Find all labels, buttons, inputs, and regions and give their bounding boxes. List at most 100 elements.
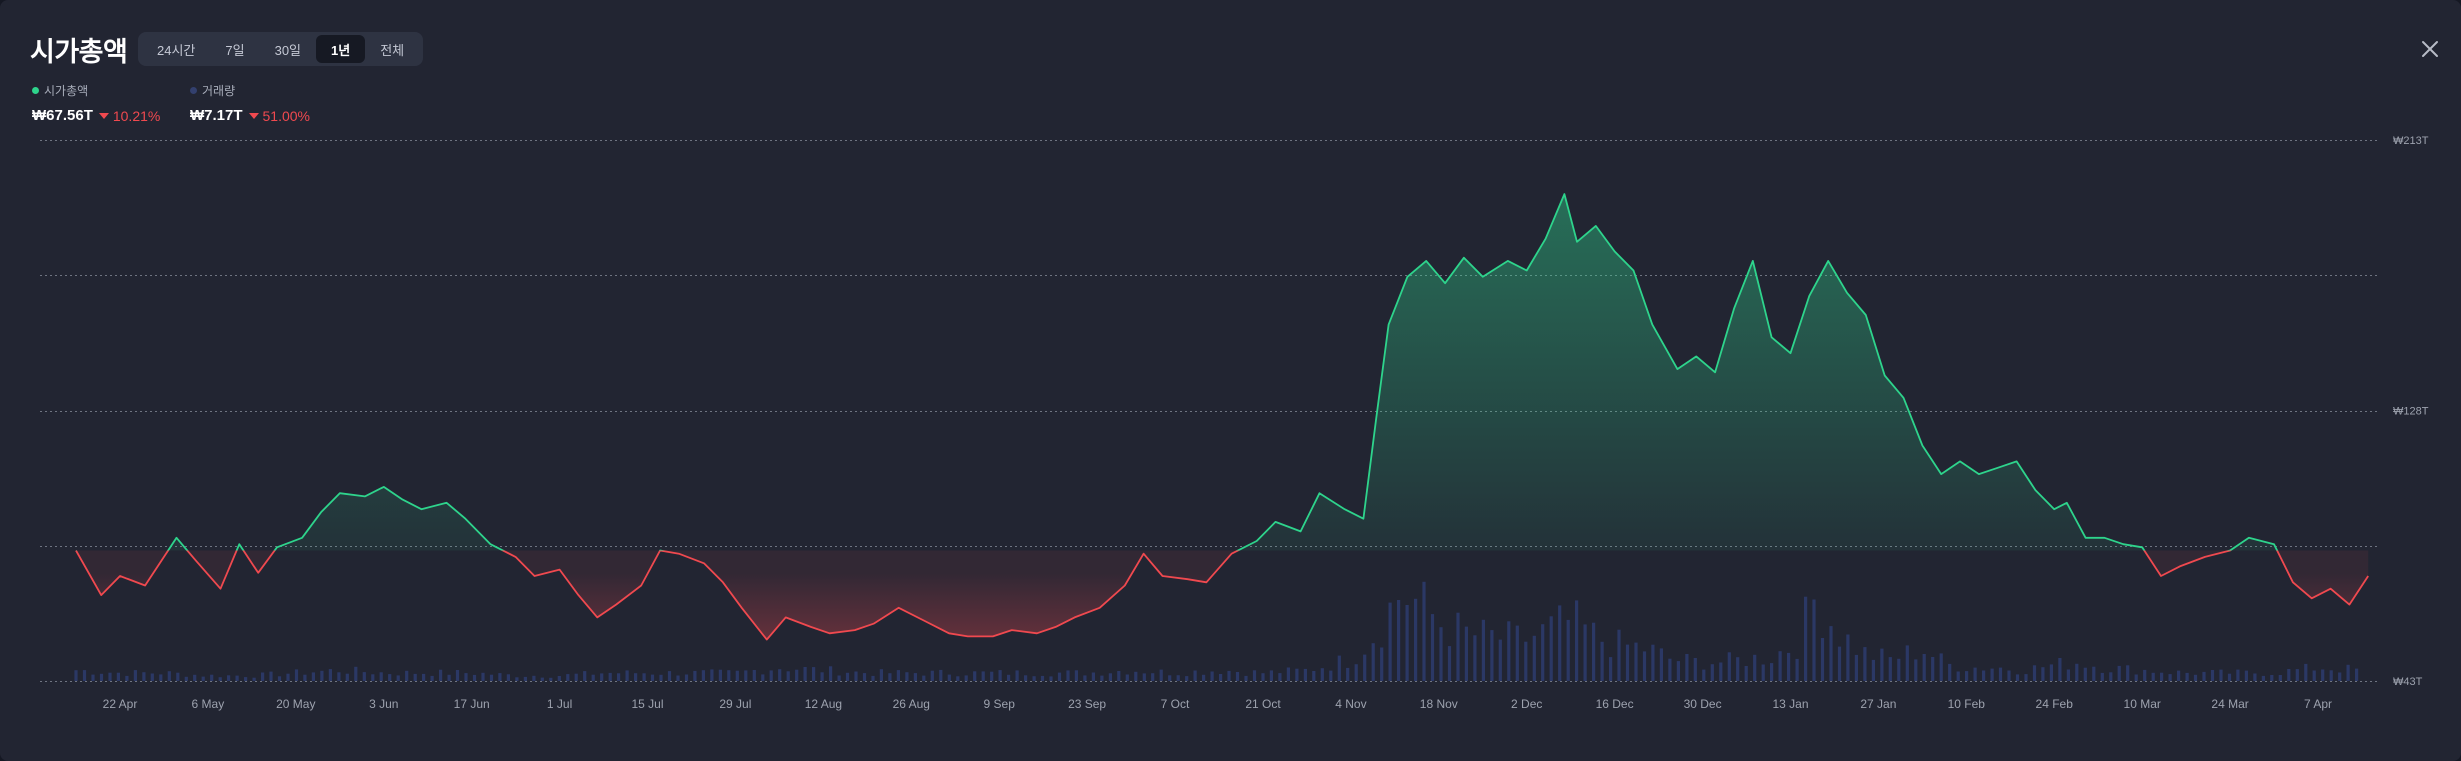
volume-bar — [625, 670, 629, 681]
volume-bar — [2032, 665, 2037, 681]
volume-bar — [1812, 599, 1816, 681]
volume-bar — [218, 677, 222, 681]
volume-bar — [193, 674, 197, 681]
volume-bar — [379, 672, 383, 681]
volume-bar — [981, 671, 985, 681]
volume-bar — [617, 673, 621, 681]
volume-bar — [1998, 667, 2003, 681]
volume-bar — [2100, 672, 2104, 681]
volume-bar — [2075, 663, 2079, 681]
volume-bar — [1592, 622, 1596, 681]
volume-bar — [591, 674, 595, 681]
volume-bar — [1549, 616, 1553, 681]
volume-bar — [2244, 670, 2248, 681]
range-24h-button[interactable]: 24시간 — [157, 42, 196, 58]
volume-bar — [1761, 664, 1765, 681]
volume-bar — [1439, 627, 1443, 681]
volume-bar — [2143, 669, 2147, 681]
volume-bar — [2355, 668, 2359, 681]
volume-bar — [1108, 673, 1112, 681]
volume-bar — [659, 674, 663, 681]
volume-bar — [1168, 675, 1172, 681]
volume-bar — [812, 667, 816, 681]
volume-bar — [1973, 667, 1977, 681]
grid-lines — [40, 140, 2380, 682]
volume-bar — [1252, 670, 1257, 681]
volume-bar — [634, 673, 638, 681]
volume-bar — [1914, 659, 1918, 681]
volume-bar — [998, 670, 1002, 681]
volume-bar — [888, 673, 892, 681]
x-tick-label: 24 Feb — [2036, 697, 2074, 711]
volume-bar — [2024, 674, 2028, 681]
volume-bar — [201, 676, 205, 681]
volume-bar — [2270, 675, 2274, 681]
volume-bar — [1193, 670, 1197, 681]
volume-bar — [939, 669, 943, 681]
volume-bar — [1185, 676, 1189, 681]
volume-bar — [1854, 654, 1858, 681]
x-tick-label: 13 Jan — [1772, 697, 1808, 711]
volume-bar — [1651, 644, 1655, 681]
range-7d-button[interactable]: 7일 — [225, 42, 245, 58]
x-tick-label: 29 Jul — [719, 697, 751, 711]
x-tick-label: 7 Oct — [1161, 697, 1190, 711]
volume-bar — [1888, 657, 1892, 681]
volume-bar — [761, 674, 765, 681]
y-tick-label: ₩213T — [2393, 135, 2429, 147]
volume-bar — [829, 666, 833, 681]
down-triangle-icon — [248, 112, 259, 119]
x-tick-label: 18 Nov — [1420, 697, 1458, 711]
volume-bar — [99, 673, 104, 681]
volume-bar — [1702, 669, 1706, 681]
volume-bar — [1159, 669, 1163, 681]
range-1y-button[interactable]: 1년 — [316, 35, 366, 63]
volume-bar — [922, 675, 926, 681]
volume-bar — [1600, 641, 1604, 681]
volume-bar — [82, 670, 87, 681]
volume-bar — [1015, 670, 1019, 681]
volume-bar — [1617, 629, 1621, 681]
range-30d-button[interactable]: 30일 — [274, 42, 302, 58]
volume-bar — [252, 677, 256, 681]
volume-bar — [1261, 673, 1265, 681]
axis-labels: 22 Apr 6 May 20 May 3 Jun 17 Jun 1 Jul 15 Jul 2… — [103, 135, 2429, 711]
x-tick-label: 27 Jan — [1860, 697, 1896, 711]
volume-stat: ₩7.17T 51.00% — [190, 107, 310, 124]
volume-bar — [1625, 644, 1630, 681]
volume-bar — [1091, 672, 1095, 681]
volume-bar — [1515, 625, 1519, 681]
volume-bar — [515, 677, 519, 681]
range-all-button[interactable]: 전체 — [380, 42, 405, 58]
volume-bar — [2126, 665, 2130, 681]
x-tick-label: 21 Oct — [1245, 697, 1281, 711]
x-tick-label: 17 Jun — [454, 697, 490, 711]
volume-bar — [820, 672, 824, 681]
volume-bar — [1346, 667, 1350, 681]
volume-bar — [930, 670, 934, 681]
volume-bar — [854, 671, 858, 681]
volume-bar — [2202, 671, 2206, 681]
volume-bar — [1210, 671, 1214, 681]
volume-bar — [176, 672, 180, 681]
volume-bar — [1863, 647, 1867, 681]
x-tick-label: 24 Mar — [2211, 697, 2248, 711]
volume-bar — [896, 670, 900, 681]
volume-bar — [184, 676, 188, 681]
volume-bar — [667, 671, 672, 681]
volume-bar — [1032, 676, 1036, 681]
volume-bar — [947, 674, 951, 681]
volume-bar — [133, 670, 137, 681]
volume-bar — [1235, 672, 1240, 681]
volume-bar — [1905, 645, 1909, 681]
volume-bar — [1473, 635, 1477, 681]
volume-bar — [396, 675, 400, 681]
close-icon[interactable] — [2417, 36, 2443, 62]
volume-bar — [2066, 669, 2070, 681]
market-cap-line — [75, 193, 2369, 641]
volume-bar — [447, 674, 451, 681]
legend-volume-dot — [190, 87, 197, 94]
volume-bar — [1397, 600, 1401, 681]
volume-bar — [532, 675, 536, 681]
